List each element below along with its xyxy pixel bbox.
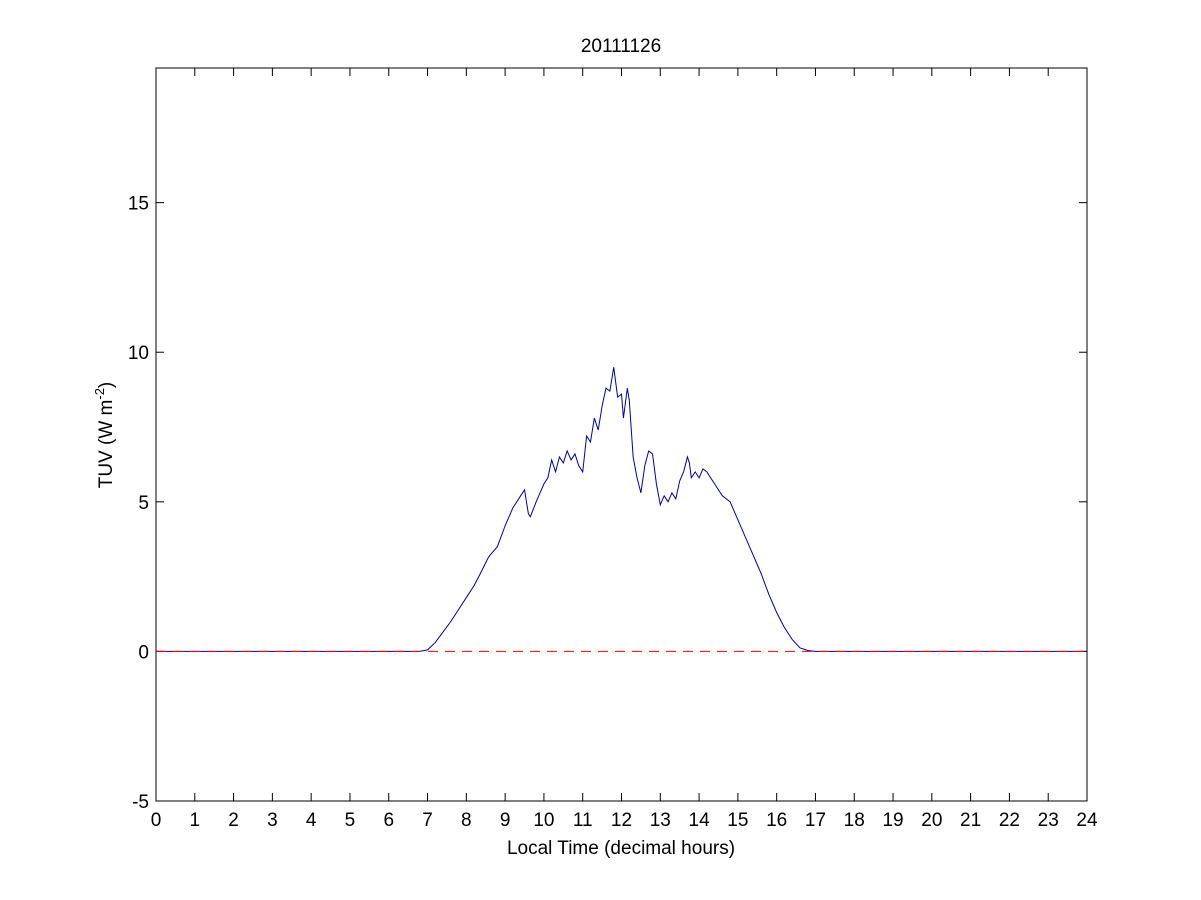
x-tick-label: 24: [1076, 810, 1098, 831]
y-axis-label: TUV (W m-2): [92, 382, 117, 489]
x-tick-label: 2: [228, 810, 239, 831]
y-axis-label-superscript: -2: [92, 388, 107, 400]
x-tick-label: 5: [345, 810, 356, 831]
y-tick-label: 15: [128, 194, 149, 215]
plot-frame: [155, 67, 1088, 802]
x-tick-label: 7: [422, 810, 433, 831]
y-tick-label: -5: [132, 792, 149, 813]
x-tick-label: 6: [383, 810, 394, 831]
x-tick-labels: 0 1 2 3 4 5 6 7 8 9 10 11 12 13 14 15 16 17 18 19 20 21 22 23 24: [151, 810, 1098, 831]
x-tick-label: 17: [805, 810, 826, 831]
x-tick-label: 10: [533, 810, 554, 831]
series-lines: [156, 367, 1087, 652]
x-tick-label: 18: [844, 810, 865, 831]
x-tick-label: 3: [267, 810, 278, 831]
y-tick-label: 10: [128, 343, 149, 364]
x-tick-label: 21: [960, 810, 981, 831]
y-tick-label: 0: [138, 642, 149, 663]
x-tick-label: 4: [306, 810, 317, 831]
x-tick-label: 13: [650, 810, 671, 831]
y-axis-label-end: ): [96, 382, 117, 388]
x-tick-label: 20: [921, 810, 942, 831]
y-axis-label-base: TUV (W m: [96, 400, 117, 489]
tick-marks: [155, 68, 1088, 802]
x-tick-label: 15: [727, 810, 748, 831]
x-tick-label: 1: [190, 810, 201, 831]
x-tick-label: 9: [500, 810, 511, 831]
y-tick-label: 5: [138, 493, 149, 514]
x-axis-label: Local Time (decimal hours): [507, 838, 735, 859]
x-tick-label: 8: [461, 810, 472, 831]
x-tick-label: 16: [766, 810, 787, 831]
y-tick-labels: -5 0 5 10 15: [128, 194, 149, 813]
x-tick-label: 22: [999, 810, 1020, 831]
x-tick-label: 12: [611, 810, 632, 831]
x-tick-label: 19: [882, 810, 903, 831]
x-tick-label: 11: [573, 810, 593, 831]
chart-title: 20111126: [581, 36, 661, 57]
x-tick-label: 23: [1038, 810, 1059, 831]
x-tick-label: 14: [689, 810, 711, 831]
series-line-tuv: [156, 367, 1087, 652]
x-tick-label: 0: [151, 810, 162, 831]
